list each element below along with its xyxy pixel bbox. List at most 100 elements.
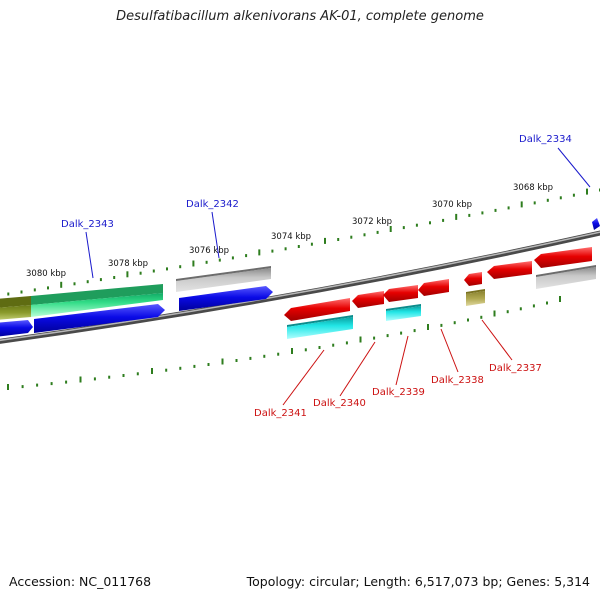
- inner-scale-tick: [263, 354, 266, 358]
- gene-red-arrow-2341[interactable]: [284, 298, 350, 321]
- leader-dalk-2341: [282, 349, 325, 406]
- gene-red-arrow-2337[interactable]: [487, 261, 532, 279]
- outer-scale-tick: [86, 280, 89, 284]
- outer-scale-tick: [572, 193, 575, 197]
- scale-label-3068: 3068 kbp: [513, 183, 553, 193]
- inner-scale-tick: [249, 356, 252, 360]
- gene-khaki[interactable]: [466, 289, 485, 306]
- leader-lines: [85, 147, 591, 406]
- outer-scale-tick: [586, 188, 588, 195]
- gene-red-arrow-2338[interactable]: [418, 279, 449, 296]
- inner-scale-tick: [21, 385, 24, 389]
- gene-cyan-2[interactable]: [386, 304, 421, 321]
- outer-scale-tick: [455, 213, 458, 220]
- gene-label-dalk-2340[interactable]: Dalk_2340: [313, 398, 366, 409]
- inner-scale-tick: [359, 336, 362, 343]
- gene-cyan-1[interactable]: [287, 315, 353, 339]
- gene-label-dalk-2342[interactable]: Dalk_2342: [186, 199, 239, 210]
- inner-scale-tick: [291, 348, 293, 354]
- inner-scale-tick: [480, 315, 483, 319]
- outer-scale-tick: [415, 223, 418, 227]
- gene-red-arrow-far[interactable]: [534, 247, 592, 268]
- gene-blue-arrow-3[interactable]: [179, 286, 273, 311]
- outer-scale-tick: [284, 247, 287, 251]
- gene-red-arrow-small[interactable]: [464, 272, 482, 286]
- genome-backbone: [0, 230, 600, 344]
- gene-blue-arrow-4[interactable]: [592, 218, 600, 230]
- inner-scale-tick: [453, 321, 456, 325]
- outer-scale-tick: [520, 201, 523, 208]
- outer-scale-tick: [258, 249, 261, 256]
- outer-scale-tick: [376, 230, 379, 234]
- outer-scale-tick: [363, 233, 366, 237]
- inner-scale-tick: [440, 323, 443, 327]
- outer-scale-tick: [60, 281, 63, 288]
- outer-scale-ticks: [7, 188, 600, 296]
- inner-scale-tick: [332, 343, 335, 347]
- outer-scale-tick: [166, 267, 168, 271]
- topology-text: Topology: circular; Length: 6,517,073 bp…: [246, 574, 590, 589]
- leader-dalk-2338: [440, 328, 459, 373]
- outer-scale-tick: [337, 238, 340, 241]
- genome-backbone-highlight: [0, 231, 600, 342]
- outer-scale-tick: [126, 271, 129, 278]
- scale-label-3078: 3078 kbp: [108, 259, 148, 269]
- inner-scale-tick: [413, 329, 416, 333]
- scale-label-3076: 3076 kbp: [189, 246, 229, 256]
- gene-blue-arrow-1[interactable]: [0, 320, 33, 337]
- gene-label-dalk-2341[interactable]: Dalk_2341: [254, 408, 307, 419]
- outer-scale-tick: [494, 208, 497, 212]
- outer-scale-tick: [73, 282, 76, 286]
- gene-label-dalk-2334[interactable]: Dalk_2334: [519, 134, 572, 145]
- inner-scale-tick: [318, 346, 321, 349]
- inner-scale-tick: [304, 348, 307, 352]
- leader-dalk-2339: [395, 335, 409, 386]
- inner-scale-tick: [207, 363, 210, 366]
- gene-label-dalk-2339[interactable]: Dalk_2339: [372, 387, 425, 398]
- outer-scale-tick: [324, 237, 326, 244]
- inner-scale-tick: [467, 318, 469, 322]
- gene-blue-arrow-2[interactable]: [34, 304, 165, 333]
- outer-scale-tick: [47, 286, 49, 290]
- inner-scale-tick: [345, 341, 348, 345]
- gene-olive[interactable]: [0, 296, 31, 320]
- inner-scale-tick: [546, 301, 548, 305]
- gene-label-dalk-2337[interactable]: Dalk_2337: [489, 363, 542, 374]
- outer-scale-tick: [507, 206, 510, 210]
- gene-gray-upper-left[interactable]: [176, 266, 271, 292]
- outer-scale-tick: [481, 211, 484, 215]
- gene-red-arrow-2340[interactable]: [352, 291, 384, 308]
- inner-scale-tick: [400, 331, 403, 335]
- outer-scale-tick: [179, 265, 182, 269]
- inner-scale-tick: [36, 383, 39, 387]
- outer-scale-tick: [20, 290, 23, 294]
- leader-dalk-2334: [557, 147, 591, 188]
- outer-scale-tick: [218, 258, 221, 262]
- outer-scale-tick: [192, 260, 195, 267]
- gene-label-dalk-2338[interactable]: Dalk_2338: [431, 375, 484, 386]
- outer-scale-tick: [33, 288, 36, 292]
- inner-scale-tick: [506, 310, 509, 314]
- map-title: Desulfatibacillum alkenivorans AK-01, co…: [116, 9, 484, 24]
- gene-dalk-2343-green[interactable]: [31, 284, 163, 317]
- gene-label-dalk-2343[interactable]: Dalk_2343: [61, 219, 114, 230]
- scale-label-3074: 3074 kbp: [271, 232, 311, 242]
- outer-scale-tick: [99, 278, 102, 282]
- outer-scale-tick: [310, 242, 313, 246]
- gene-gray-upper-right[interactable]: [536, 265, 596, 289]
- leader-dalk-2343: [85, 231, 94, 279]
- inner-scale-tick: [519, 307, 522, 311]
- inner-scale-tick: [427, 324, 429, 330]
- outer-scale-tick: [546, 198, 549, 202]
- gene-red-arrow-2339[interactable]: [383, 285, 418, 302]
- outer-scale-tick: [468, 213, 471, 217]
- outer-scale-tick: [350, 235, 353, 239]
- inner-scale-tick: [235, 359, 238, 362]
- outer-scale-tick: [297, 245, 300, 248]
- inner-scale-tick: [559, 296, 561, 302]
- inner-scale-tick: [136, 372, 139, 376]
- scale-label-3080: 3080 kbp: [26, 269, 66, 279]
- outer-scale-tick: [231, 256, 234, 260]
- accession-text: Accession: NC_011768: [9, 574, 152, 589]
